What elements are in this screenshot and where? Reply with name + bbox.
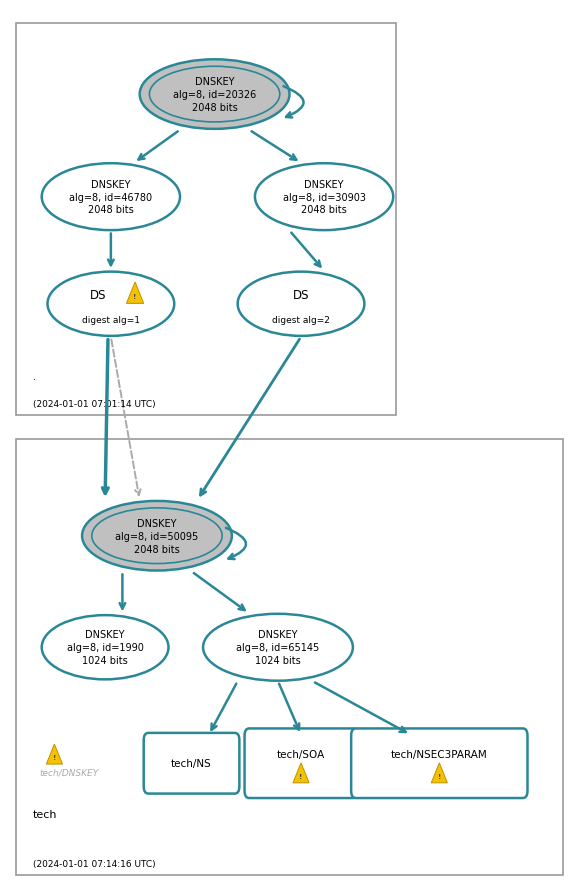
Polygon shape [126, 283, 144, 304]
Text: tech/NSEC3PARAM: tech/NSEC3PARAM [391, 749, 488, 760]
Ellipse shape [42, 615, 168, 679]
Text: DNSKEY
alg=8, id=65145
1024 bits: DNSKEY alg=8, id=65145 1024 bits [236, 629, 320, 665]
Polygon shape [293, 763, 309, 783]
Polygon shape [431, 763, 448, 783]
Text: !: ! [438, 773, 441, 779]
Text: DNSKEY
alg=8, id=46780
2048 bits: DNSKEY alg=8, id=46780 2048 bits [69, 180, 152, 215]
Text: tech/SOA: tech/SOA [277, 749, 325, 760]
Ellipse shape [47, 273, 174, 336]
Text: (2024-01-01 07:14:16 UTC): (2024-01-01 07:14:16 UTC) [33, 858, 156, 868]
FancyBboxPatch shape [16, 440, 563, 875]
Text: digest alg=1: digest alg=1 [82, 316, 140, 325]
Ellipse shape [42, 164, 180, 231]
Text: digest alg=2: digest alg=2 [272, 316, 330, 325]
Ellipse shape [255, 164, 393, 231]
Text: tech/DNSKEY: tech/DNSKEY [40, 768, 99, 777]
Text: !: ! [299, 773, 303, 779]
FancyBboxPatch shape [144, 733, 239, 794]
Text: !: ! [133, 293, 137, 299]
Text: DNSKEY
alg=8, id=50095
2048 bits: DNSKEY alg=8, id=50095 2048 bits [115, 519, 199, 554]
Text: DNSKEY
alg=8, id=1990
1024 bits: DNSKEY alg=8, id=1990 1024 bits [67, 629, 144, 665]
FancyArrowPatch shape [226, 528, 246, 560]
Ellipse shape [237, 273, 364, 336]
Ellipse shape [82, 502, 232, 571]
Polygon shape [46, 745, 63, 764]
FancyBboxPatch shape [16, 23, 396, 416]
Text: (2024-01-01 07:01:14 UTC): (2024-01-01 07:01:14 UTC) [33, 400, 156, 409]
Text: !: ! [53, 755, 56, 760]
Text: DNSKEY
alg=8, id=20326
2048 bits: DNSKEY alg=8, id=20326 2048 bits [173, 77, 256, 113]
Ellipse shape [203, 614, 353, 681]
Text: DNSKEY
alg=8, id=30903
2048 bits: DNSKEY alg=8, id=30903 2048 bits [283, 180, 365, 215]
FancyArrowPatch shape [284, 87, 303, 118]
Text: DS: DS [90, 289, 107, 302]
Text: .: . [33, 372, 36, 382]
FancyBboxPatch shape [351, 729, 527, 798]
Text: tech: tech [33, 810, 57, 820]
Text: tech/NS: tech/NS [171, 758, 212, 768]
Text: DS: DS [293, 289, 309, 302]
FancyBboxPatch shape [244, 729, 357, 798]
Ellipse shape [140, 60, 290, 130]
